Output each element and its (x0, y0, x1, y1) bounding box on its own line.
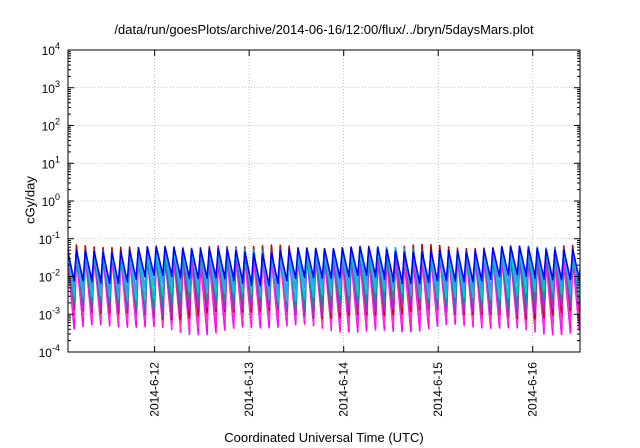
series-lines (68, 243, 580, 336)
x-axis-label: Coordinated Universal Time (UTC) (224, 430, 424, 445)
series-line (68, 245, 580, 287)
y-tick-labels: 10-4 10-3 10-2 10-1 100 101 102 103 104 (39, 41, 60, 360)
y-tick-label: 104 (42, 41, 60, 58)
y-tick-label: 10-3 (39, 305, 60, 322)
x-tick-label: 2014-6-12 (148, 362, 162, 417)
chart-title: /data/run/goesPlots/archive/2014-06-16/1… (114, 22, 534, 37)
x-tick-label: 2014-6-16 (526, 362, 540, 417)
x-tick-label: 2014-6-15 (431, 362, 445, 417)
y-tick-label: 10-2 (39, 268, 60, 285)
series-line (68, 253, 580, 336)
y-tick-label: 10-1 (39, 230, 60, 247)
y-axis-label: cGy/day (22, 176, 38, 224)
y-tick-label: 100 (42, 192, 60, 209)
y-tick-label: 103 (42, 79, 60, 96)
y-tick-label: 10-4 (39, 343, 60, 360)
x-tick-label: 2014-6-13 (242, 362, 256, 417)
series-line (68, 248, 580, 318)
series-line (68, 245, 580, 295)
axis-ticks (68, 49, 580, 353)
x-tick-label: 2014-6-14 (337, 362, 351, 417)
x-tick-labels: 2014-6-12 2014-6-13 2014-6-14 2014-6-15 2014… (148, 362, 540, 417)
y-tick-label: 101 (42, 154, 60, 171)
y-tick-label: 102 (42, 117, 60, 134)
